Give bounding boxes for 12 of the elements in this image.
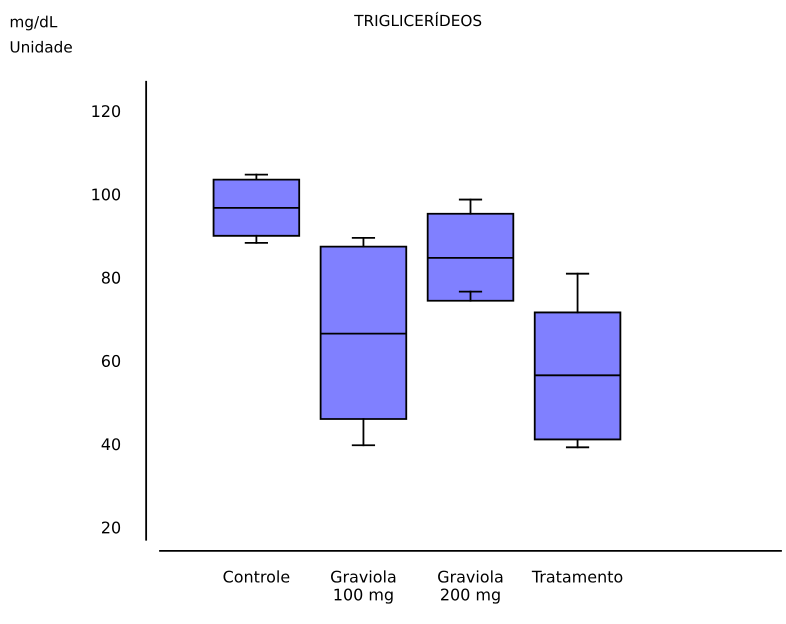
y-tick-label: 20	[102, 521, 120, 534]
y-tick-label: 120	[92, 105, 120, 118]
x-tick-label: Graviola 200 mg	[438, 570, 502, 604]
y-tick-label: 100	[92, 188, 120, 200]
x-tick-label: Controle	[224, 570, 290, 583]
y-axis-title: mg/dL Unidade	[10, 16, 72, 53]
y-tick-label: 40	[102, 438, 120, 450]
x-tick-label: Tratamento	[532, 570, 622, 583]
x-tick-label: Graviola 100 mg	[331, 570, 396, 604]
chart-title: TRIGLICERÍDEOS	[354, 12, 482, 26]
y-tick-label: 60	[102, 354, 120, 368]
y-tick-label: 80	[102, 272, 120, 284]
